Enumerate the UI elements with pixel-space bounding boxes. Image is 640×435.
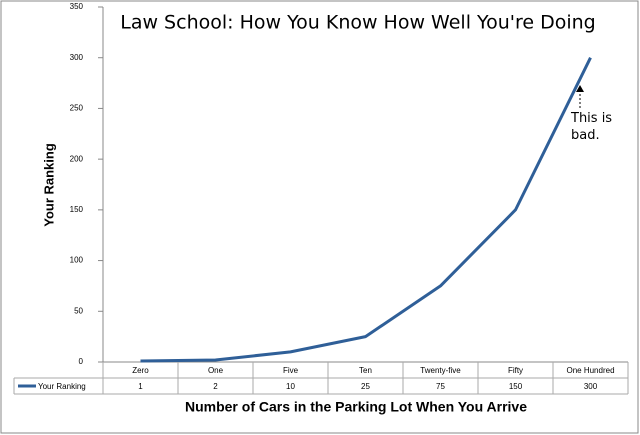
table-value: 1	[138, 382, 143, 391]
table-value: 300	[584, 382, 598, 391]
y-tick-label: 250	[70, 104, 84, 113]
x-tick-label: One	[208, 366, 224, 375]
y-tick-label: 200	[70, 154, 84, 163]
y-axis-title: Your Ranking	[41, 143, 56, 227]
table-value: 75	[436, 382, 445, 391]
x-tick-label: Five	[283, 366, 299, 375]
annotation-arrowhead	[576, 85, 584, 92]
x-axis-title: Number of Cars in the Parking Lot When Y…	[185, 399, 527, 415]
table-value: 2	[213, 382, 218, 391]
y-tick-label: 0	[79, 357, 84, 366]
y-tick-label: 350	[70, 2, 84, 11]
y-tick-label: 150	[70, 205, 84, 214]
table-value: 25	[361, 382, 370, 391]
data-line	[140, 57, 592, 363]
x-tick-label: Ten	[359, 366, 372, 375]
table-value: 150	[509, 382, 523, 391]
x-tick-label: Fifty	[508, 366, 523, 375]
x-tick-label: One Hundred	[566, 366, 614, 375]
annotation: This is bad.	[571, 111, 613, 143]
y-tick-label: 100	[70, 256, 84, 265]
table-value: 10	[286, 382, 295, 391]
x-tick-label: Zero	[132, 366, 149, 375]
y-tick-label: 300	[70, 53, 84, 62]
y-tick-label: 50	[74, 306, 83, 315]
legend-label: Your Ranking	[38, 382, 86, 391]
x-tick-label: Twenty-five	[420, 366, 461, 375]
chart-title: Law School: How You Know How Well You're…	[120, 12, 596, 34]
